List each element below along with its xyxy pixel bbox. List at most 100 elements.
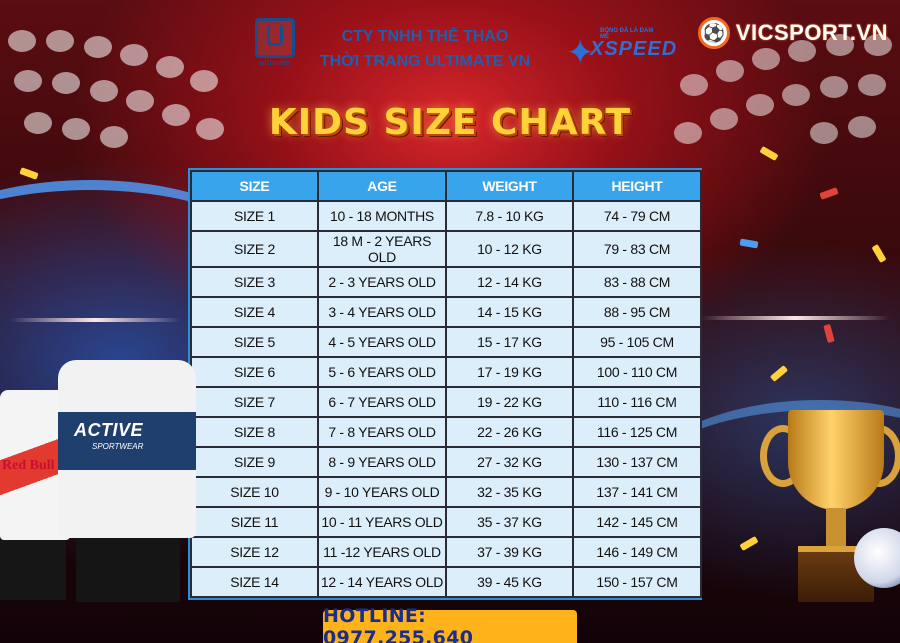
cell-size: SIZE 7 [190, 386, 319, 418]
table-row: SIZE 2 18 M - 2 YEARS OLD 10 - 12 KG 79 - 8… [190, 230, 702, 268]
confetti [739, 238, 759, 249]
jersey-sponsor: Red Bull [2, 458, 55, 473]
trophy-handle [760, 425, 806, 487]
cell-height: 130 - 137 CM [572, 446, 702, 478]
cell-height: 146 - 149 CM [572, 536, 702, 568]
table-row: SIZE 1 10 - 18 MONTHS 7.8 - 10 KG 74 - 79 C… [190, 200, 702, 232]
cell-weight: 39 - 45 KG [445, 566, 574, 598]
cell-weight: 17 - 19 KG [445, 356, 574, 388]
cell-weight: 10 - 12 KG [445, 230, 574, 268]
jersey-front: ACTIVE SPORTWEAR [58, 360, 196, 538]
trophy-stem [826, 508, 846, 548]
shorts-front [76, 538, 180, 602]
header-age: AGE [317, 170, 447, 202]
soccer-ball-icon: ⚽ [697, 17, 730, 49]
cell-age: 12 - 14 YEARS OLD [317, 566, 447, 598]
cell-height: 83 - 88 CM [572, 266, 702, 298]
confetti [871, 243, 887, 264]
stadium-lights-left [0, 10, 260, 160]
cell-weight: 32 - 35 KG [445, 476, 574, 508]
cell-age: 10 - 11 YEARS OLD [317, 506, 447, 538]
xspeed-tagline: BÓNG ĐÁ LÀ ĐAM MÊ [600, 28, 654, 40]
cell-weight: 14 - 15 KG [445, 296, 574, 328]
cell-size: SIZE 9 [190, 446, 319, 478]
cell-height: 88 - 95 CM [572, 296, 702, 328]
stadium-lights-right [640, 10, 900, 160]
header-size: SIZE [190, 170, 319, 202]
cell-size: SIZE 11 [190, 506, 319, 538]
hotline-banner[interactable]: HOTLINE: 0977.255.640 [323, 605, 577, 643]
cell-age: 6 - 7 YEARS OLD [317, 386, 447, 418]
hotline-text: HOTLINE: 0977.255.640 [323, 604, 474, 643]
soccer-ball-icon [854, 528, 900, 588]
header-weight: WEIGHT [445, 170, 574, 202]
cell-age: 10 - 18 MONTHS [317, 200, 447, 232]
company-line-1: CTY TNHH THỂ THAO [341, 28, 509, 45]
cell-weight: 15 - 17 KG [445, 326, 574, 358]
cell-size: SIZE 2 [190, 230, 319, 268]
jersey-sub: SPORTWEAR [92, 442, 144, 451]
cell-height: 79 - 83 CM [572, 230, 702, 268]
cell-size: SIZE 4 [190, 296, 319, 328]
shorts-back [0, 540, 66, 600]
jersey-brand: ACTIVE [74, 420, 144, 440]
table-row: SIZE 14 12 - 14 YEARS OLD 39 - 45 KG 150 - … [190, 566, 702, 598]
ultimate-logo: ultimate [250, 18, 300, 70]
cell-age: 18 M - 2 YEARS OLD [317, 230, 447, 268]
cell-age: 4 - 5 YEARS OLD [317, 326, 447, 358]
cell-weight: 35 - 37 KG [445, 506, 574, 538]
xspeed-star-icon: ✦ [566, 34, 595, 72]
cell-height: 116 - 125 CM [572, 416, 702, 448]
confetti [769, 365, 789, 382]
blue-swoosh [0, 180, 300, 390]
table-row: SIZE 10 9 - 10 YEARS OLD 32 - 35 KG 137 - 1… [190, 476, 702, 508]
xspeed-logo-text: XSPEED [590, 38, 678, 60]
table-row: SIZE 12 11 -12 YEARS OLD 37 - 39 KG 146 - 1… [190, 536, 702, 568]
blue-swoosh [640, 400, 900, 570]
size-chart-table: SIZE AGE WEIGHT HEIGHT SIZE 1 10 - 18 MON… [188, 168, 702, 600]
cell-weight: 22 - 26 KG [445, 416, 574, 448]
confetti [819, 187, 839, 200]
cell-size: SIZE 10 [190, 476, 319, 508]
cell-age: 11 -12 YEARS OLD [317, 536, 447, 568]
confetti [19, 167, 39, 180]
cell-weight: 19 - 22 KG [445, 386, 574, 418]
light-streak [700, 316, 890, 320]
cell-height: 74 - 79 CM [572, 200, 702, 232]
confetti [823, 323, 835, 344]
cell-age: 9 - 10 YEARS OLD [317, 476, 447, 508]
trophy-icon [788, 410, 884, 510]
cell-age: 7 - 8 YEARS OLD [317, 416, 447, 448]
vicsport-logo-text: VICSPORT.VN [735, 20, 888, 45]
table-row: SIZE 11 10 - 11 YEARS OLD 35 - 37 KG 142 - … [190, 506, 702, 538]
header-height: HEIGHT [572, 170, 702, 202]
cell-age: 8 - 9 YEARS OLD [317, 446, 447, 478]
ultimate-logo-text: ultimate [259, 60, 291, 67]
vicsport-logo: ⚽ VICSPORT.VN [697, 16, 888, 50]
cell-size: SIZE 12 [190, 536, 319, 568]
cell-height: 137 - 141 CM [572, 476, 702, 508]
cell-weight: 37 - 39 KG [445, 536, 574, 568]
cell-age: 5 - 6 YEARS OLD [317, 356, 447, 388]
cell-size: SIZE 14 [190, 566, 319, 598]
cell-height: 110 - 116 CM [572, 386, 702, 418]
cell-height: 150 - 157 CM [572, 566, 702, 598]
cell-weight: 7.8 - 10 KG [445, 200, 574, 232]
cell-age: 2 - 3 YEARS OLD [317, 266, 447, 298]
jersey-band [58, 412, 196, 470]
cell-size: SIZE 6 [190, 356, 319, 388]
cell-size: SIZE 8 [190, 416, 319, 448]
ultimate-logo-icon [255, 18, 295, 58]
cell-weight: 27 - 32 KG [445, 446, 574, 478]
cell-size: SIZE 3 [190, 266, 319, 298]
page-title: KIDS SIZE CHART [268, 102, 632, 143]
cell-height: 95 - 105 CM [572, 326, 702, 358]
